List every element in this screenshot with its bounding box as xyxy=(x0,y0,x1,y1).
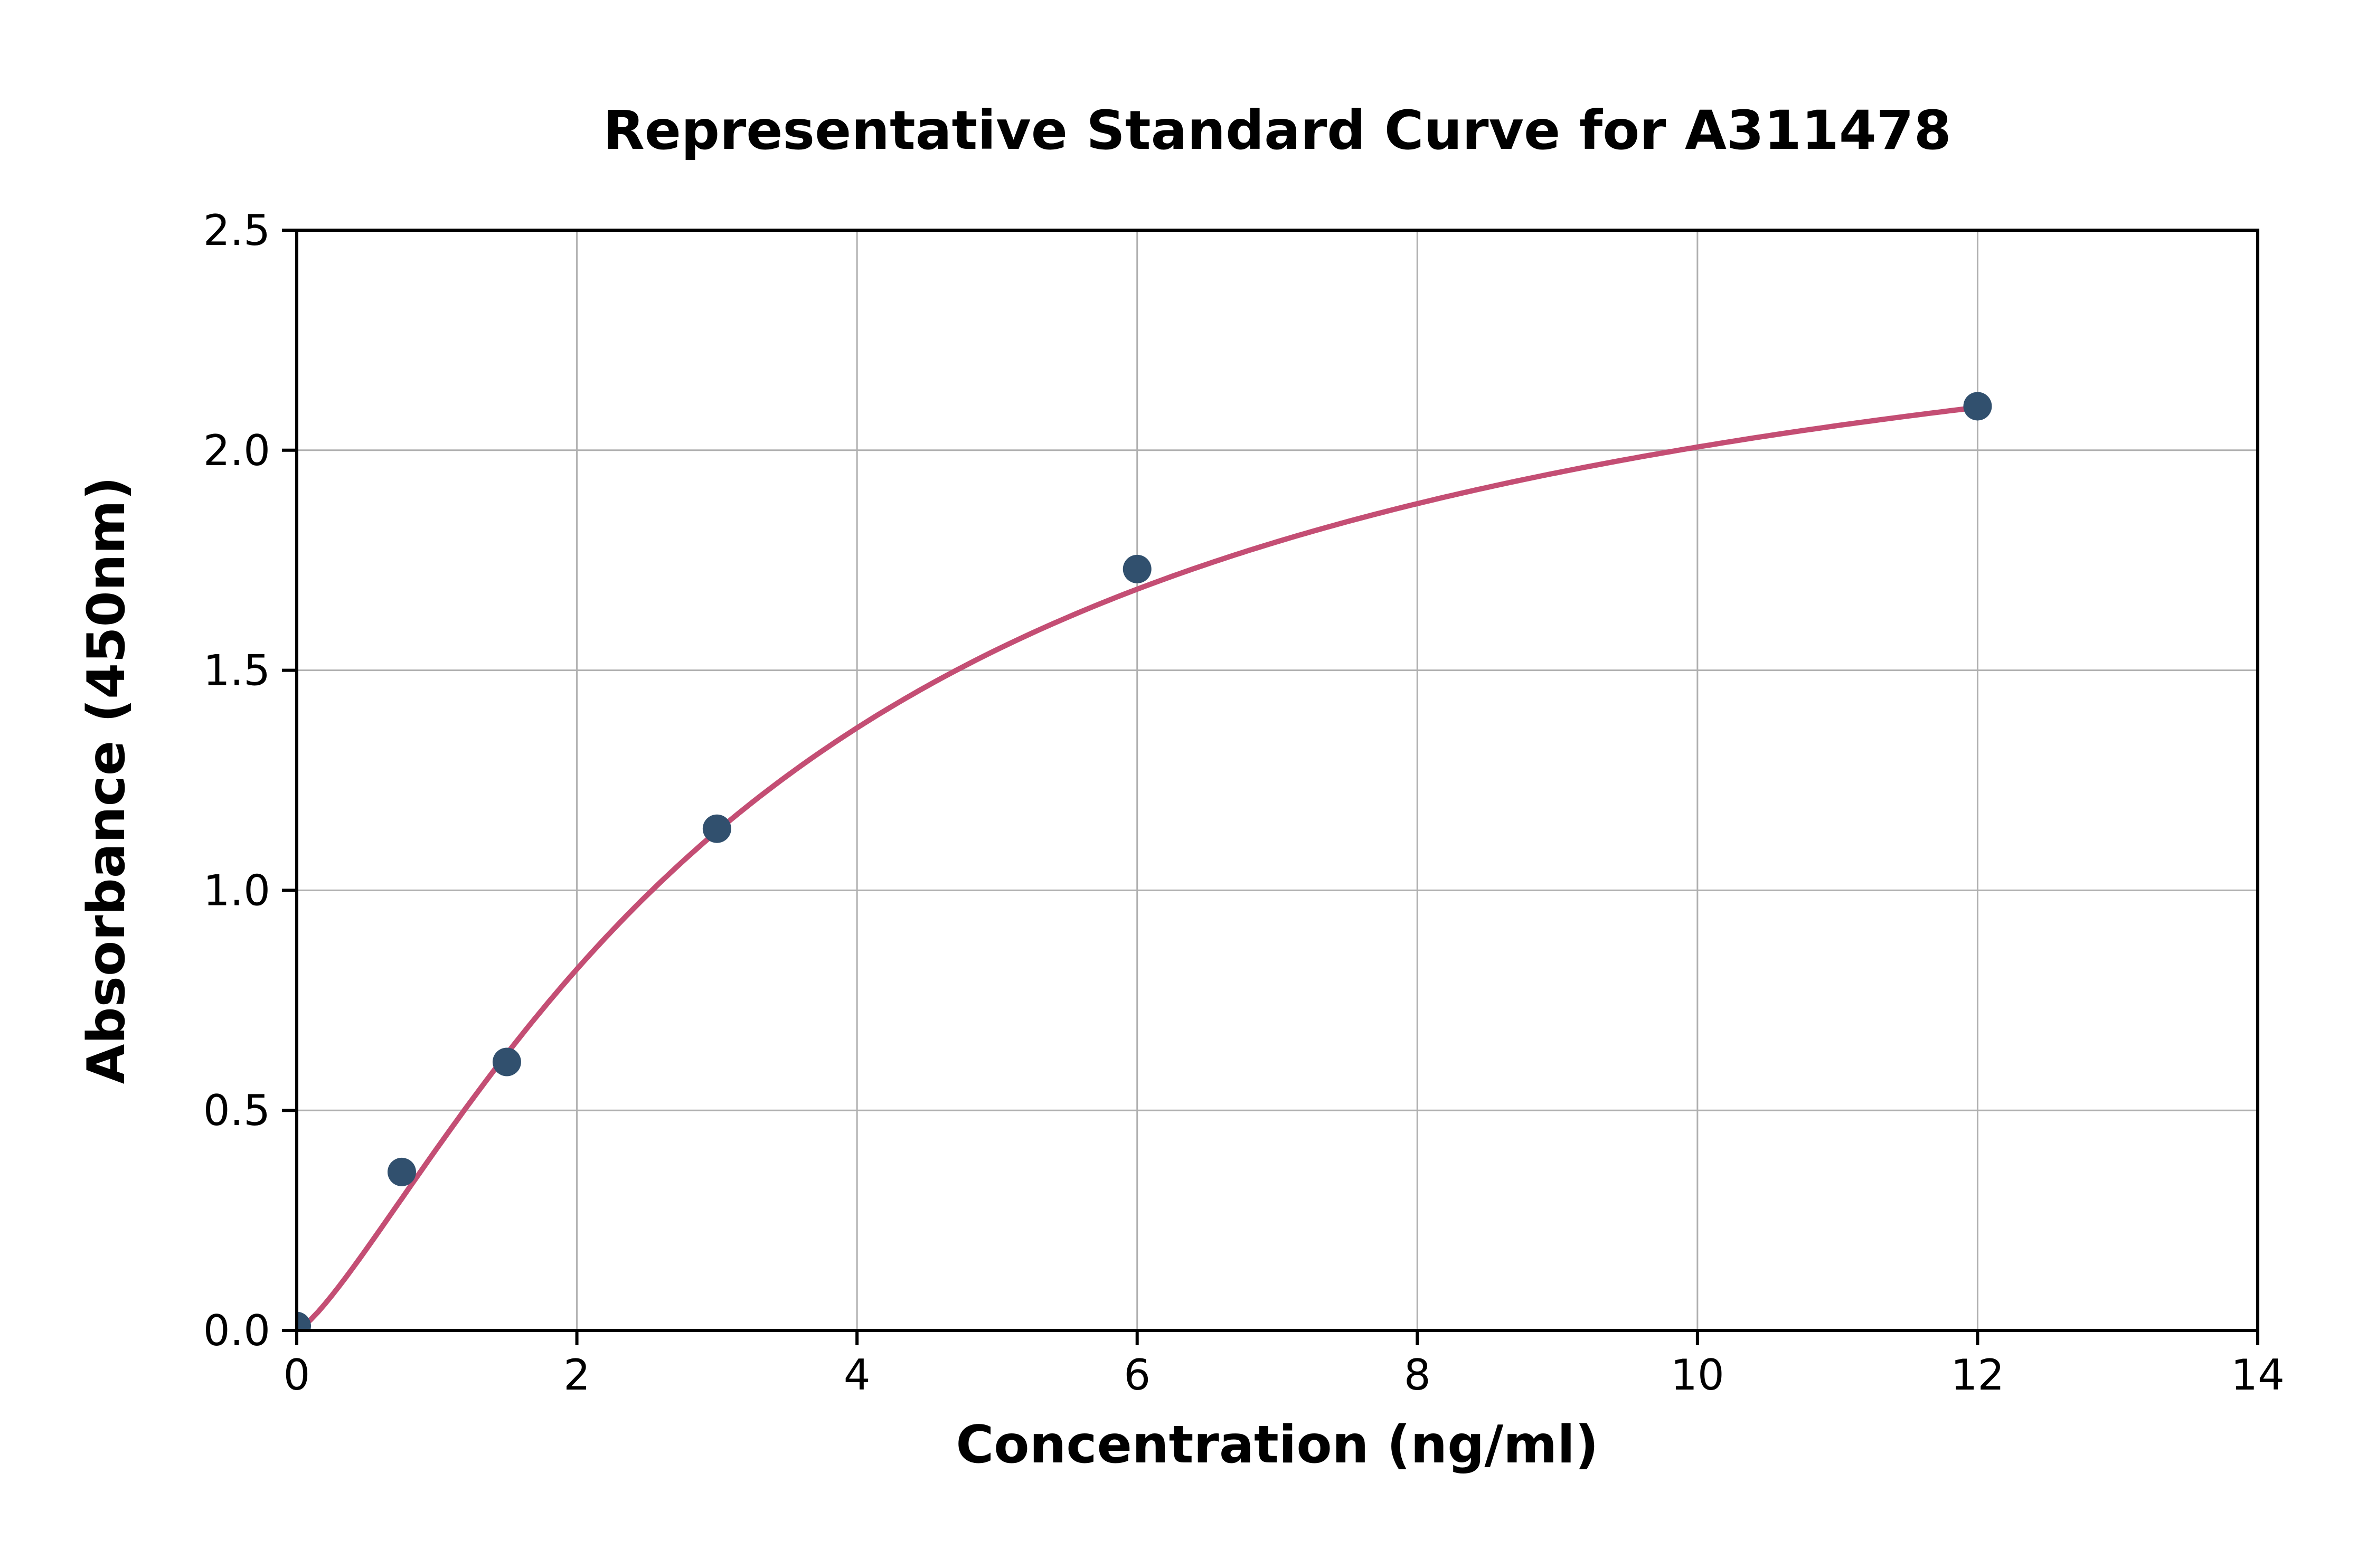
x-tick-label: 2 xyxy=(563,1350,590,1400)
plot-layer xyxy=(297,392,1992,1330)
y-tick-label: 0.5 xyxy=(203,1086,270,1135)
y-tick-label: 1.0 xyxy=(203,866,270,915)
y-tick-label: 2.5 xyxy=(203,206,270,255)
y-tick-label: 2.0 xyxy=(203,426,270,475)
grid-layer xyxy=(296,229,2259,1331)
data-point xyxy=(1963,392,1992,421)
x-tick-label: 8 xyxy=(1404,1350,1431,1400)
x-tick-label: 6 xyxy=(1124,1350,1151,1400)
x-tick-label: 4 xyxy=(844,1350,871,1400)
data-point xyxy=(1123,554,1152,583)
plot-border xyxy=(295,229,2259,1332)
data-point xyxy=(297,1311,311,1330)
data-point xyxy=(702,814,731,843)
y-axis-label: Absorbance (450nm) xyxy=(77,477,137,1084)
x-axis-label: Concentration (ng/ml) xyxy=(956,1415,1598,1475)
x-tick-label: 0 xyxy=(284,1350,310,1400)
fit-curve xyxy=(297,404,1981,1330)
y-tick-label: 0.0 xyxy=(203,1306,270,1355)
x-tick-label: 14 xyxy=(2231,1350,2285,1400)
y-tick-label: 1.5 xyxy=(203,646,270,695)
x-tick-label: 12 xyxy=(1951,1350,2005,1400)
data-point xyxy=(492,1047,521,1076)
chart-title: Representative Standard Curve for A31147… xyxy=(603,99,1951,162)
axes-layer: 0 2 4 6 8 10 12 14 0.0 0.5 1.0 1.5 2.0 2.5 xyxy=(203,206,2285,1400)
data-point xyxy=(387,1157,416,1186)
x-tick-label: 10 xyxy=(1671,1350,1724,1400)
